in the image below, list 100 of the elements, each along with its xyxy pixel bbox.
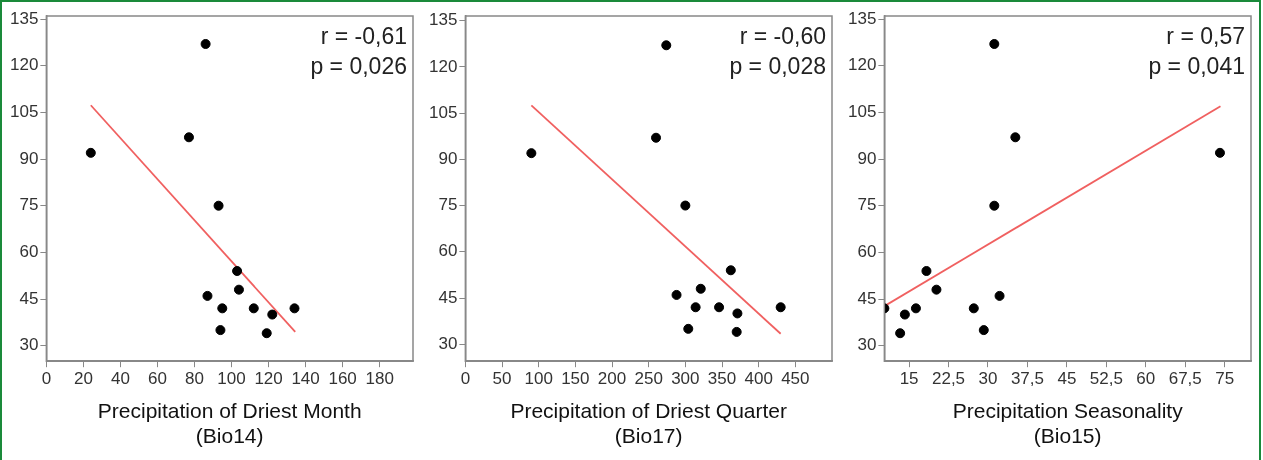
x-tick-label: 52,5 (1089, 369, 1123, 389)
y-tick-label: 60 (19, 242, 39, 262)
x-tick-label: 100 (524, 369, 553, 389)
x-tick-label: 200 (597, 369, 627, 389)
x-tick-label: 180 (365, 369, 394, 389)
point (289, 303, 300, 314)
y-tick-label: 75 (19, 195, 39, 215)
y-tick-label: 135 (9, 8, 39, 28)
point (85, 147, 96, 158)
x-axis-title: Precipitation Seasonality (Bio15) (952, 399, 1184, 448)
x-tick-label: 40 (110, 369, 130, 389)
point (989, 200, 1000, 211)
point (651, 132, 662, 143)
x-tick-label: 350 (707, 369, 737, 389)
y-tick-label: 135 (428, 10, 458, 30)
annotation: r = 0,57 (1166, 22, 1245, 49)
x-tick-label: 250 (634, 369, 663, 389)
point (978, 325, 989, 336)
x-axis-title: Precipitation of Driest Month (Bio14) (97, 399, 362, 448)
point (895, 328, 906, 339)
x-tick-label: 80 (185, 369, 204, 389)
y-tick-label: 90 (19, 148, 39, 168)
point (215, 325, 226, 336)
point (200, 38, 211, 49)
point (183, 132, 194, 143)
y-tick-label: 30 (857, 335, 877, 355)
x-tick-label: 30 (978, 369, 998, 389)
point (671, 289, 682, 300)
point (232, 266, 243, 277)
point (725, 265, 736, 276)
x-tick-label: 67,5 (1168, 369, 1202, 389)
point (202, 290, 213, 301)
y-tick-label: 120 (428, 56, 458, 76)
y-tick-label: 105 (847, 102, 877, 122)
point (248, 303, 259, 314)
point (775, 302, 786, 313)
x-tick-label: 22,5 (931, 369, 966, 389)
x-tick-label: 300 (671, 369, 700, 389)
x-tick-label: 15 (899, 369, 919, 389)
point (968, 303, 979, 314)
x-tick-label: 450 (781, 369, 810, 389)
point (931, 284, 942, 295)
point (732, 308, 743, 319)
y-tick-label: 75 (857, 195, 877, 215)
annotation: r = -0,60 (739, 22, 826, 49)
point (994, 290, 1005, 301)
point (921, 266, 932, 277)
x-tick-label: 50 (492, 369, 512, 389)
y-tick-label: 45 (19, 288, 39, 308)
point (526, 148, 537, 159)
x-tick-label: 0 (41, 369, 52, 389)
x-tick-label: 120 (254, 369, 283, 389)
x-tick-label: 20 (73, 369, 93, 389)
y-tick-label: 75 (438, 195, 458, 215)
y-tick-label: 120 (9, 55, 39, 75)
y-tick-label: 90 (438, 149, 458, 169)
x-tick-label: 100 (217, 369, 246, 389)
x-axis-title: Precipitation of Driest Quarter (Bio17) (510, 399, 787, 448)
x-tick-label: 60 (1136, 369, 1156, 389)
y-tick-label: 30 (19, 335, 39, 355)
x-tick-label: 37,5 (1010, 369, 1044, 389)
point (1010, 132, 1021, 143)
y-tick-label: 120 (847, 55, 877, 75)
annotation: r = -0,61 (320, 22, 407, 49)
x-tick-label: 45 (1057, 369, 1077, 389)
point (989, 38, 1000, 49)
point (690, 302, 701, 313)
x-tick-label: 400 (744, 369, 773, 389)
y-tick-label: 45 (857, 288, 877, 308)
y-tick-label: 60 (438, 241, 458, 261)
point (661, 40, 672, 51)
y-tick-label: 105 (428, 102, 458, 122)
x-tick-label: 140 (291, 369, 320, 389)
point (899, 309, 910, 320)
annotation: p = 0,028 (729, 52, 826, 79)
point (217, 303, 228, 314)
point (731, 326, 742, 337)
x-tick-label: 160 (328, 369, 357, 389)
point (910, 303, 921, 314)
point (683, 323, 694, 334)
y-tick-label: 135 (847, 8, 877, 28)
point (695, 283, 706, 294)
y-tick-label: 90 (857, 148, 877, 168)
point (714, 302, 725, 313)
point (680, 200, 691, 211)
y-tick-label: 30 (438, 333, 458, 353)
x-tick-label: 75 (1215, 369, 1235, 389)
point (261, 328, 272, 339)
y-tick-label: 60 (857, 242, 877, 262)
x-tick-label: 60 (148, 369, 167, 389)
point (267, 309, 278, 320)
point (213, 200, 224, 211)
x-tick-label: 0 (460, 369, 471, 389)
annotation: p = 0,041 (1148, 52, 1245, 79)
point (1214, 147, 1225, 158)
x-tick-label: 150 (561, 369, 590, 389)
annotation: p = 0,026 (310, 52, 407, 79)
y-tick-label: 45 (438, 287, 458, 307)
y-tick-label: 105 (9, 102, 39, 122)
point (233, 284, 244, 295)
